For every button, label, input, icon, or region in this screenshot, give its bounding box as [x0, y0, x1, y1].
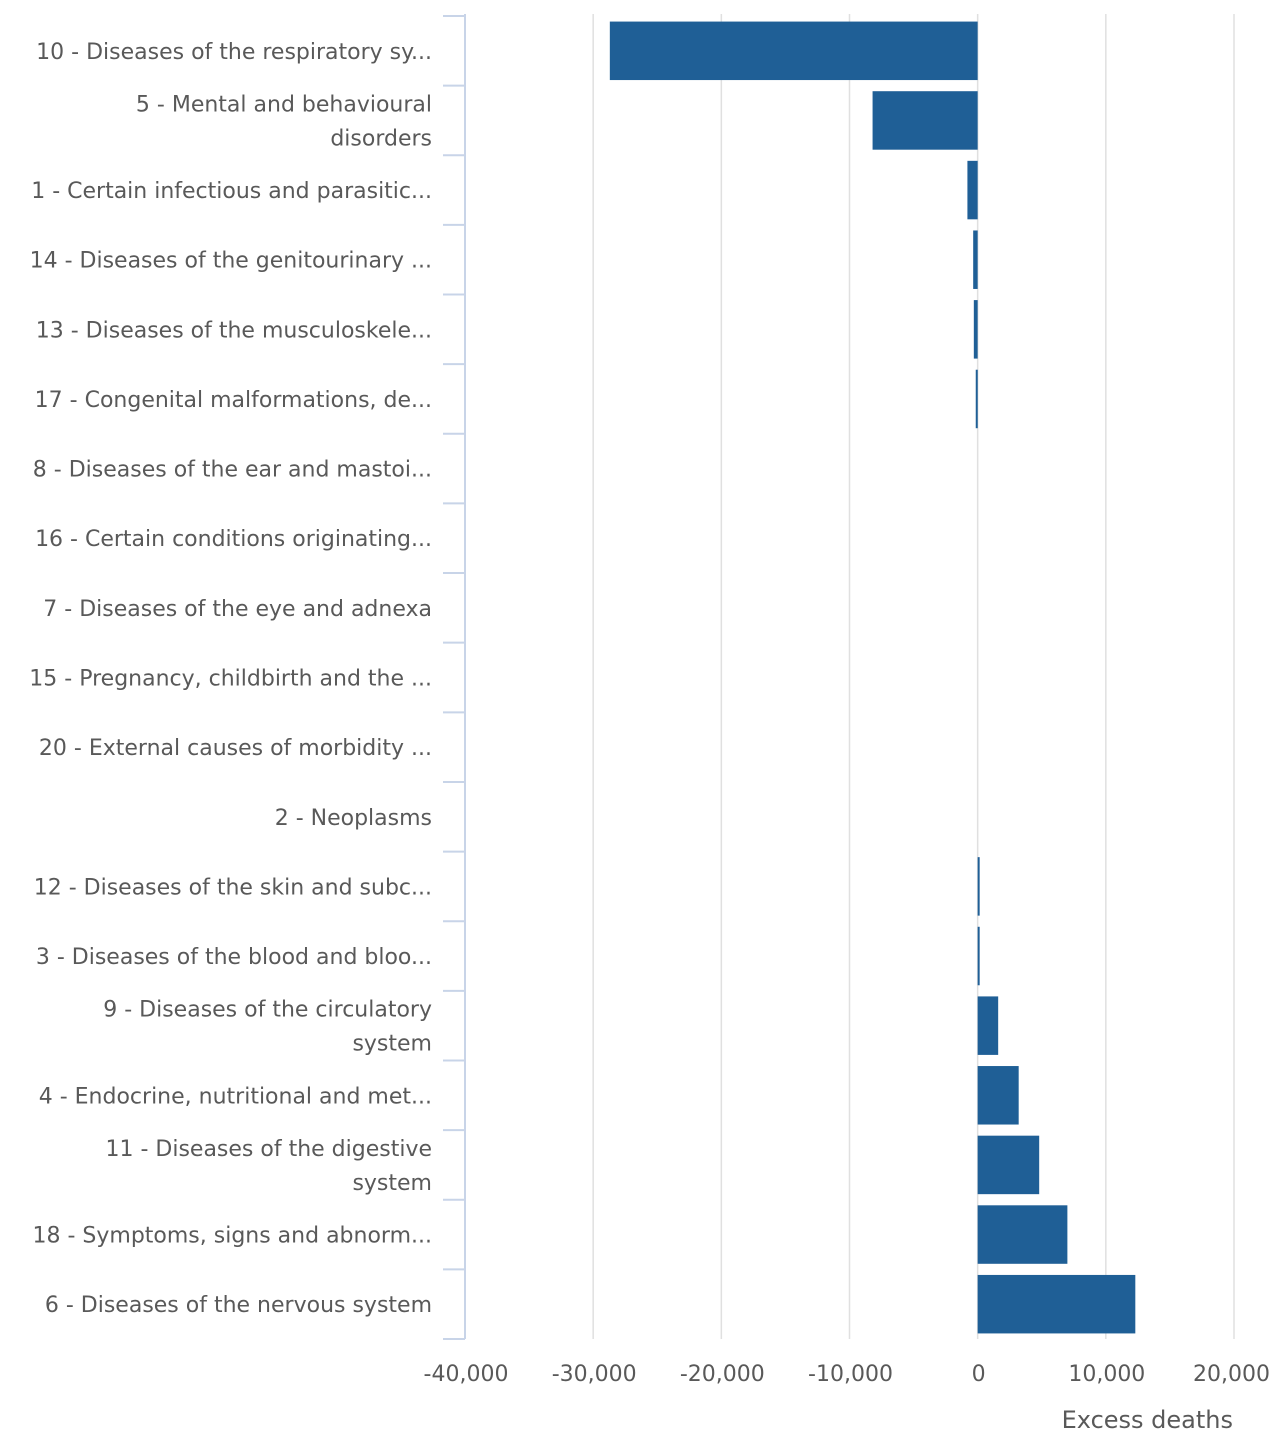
bar-1 — [872, 91, 978, 150]
x-tick-label-0: -40,000 — [424, 1362, 509, 1387]
bar-15 — [977, 1066, 1019, 1125]
x-tick-label-4: 0 — [972, 1362, 986, 1387]
y-axis — [443, 14, 466, 1340]
category-label-5-0: 17 - Congenital malformations, de... — [35, 388, 432, 413]
category-label-11-0: 2 - Neoplasms — [275, 806, 432, 831]
category-label-10-0: 20 - External causes of morbidity ... — [39, 736, 432, 761]
x-tick-label-5: 10,000 — [1068, 1362, 1145, 1387]
bar-4 — [973, 300, 978, 359]
category-label-16-0: 11 - Diseases of the digestive — [105, 1137, 432, 1162]
bar-18 — [977, 1274, 1136, 1334]
category-label-9-0: 15 - Pregnancy, childbirth and the ... — [29, 667, 432, 692]
x-tick-labels: -40,000 -30,000 -20,000 -10,000 0 10,000 20,00… — [424, 1362, 1270, 1387]
category-label-12-0: 12 - Diseases of the skin and subc... — [34, 875, 432, 900]
gridlines — [592, 14, 1235, 1339]
x-axis-title: Excess deaths — [1062, 1406, 1233, 1432]
bar-17 — [977, 1205, 1068, 1264]
category-label-16-1: system — [352, 1171, 432, 1196]
bar-14 — [977, 996, 999, 1055]
category-label-3-0: 14 - Diseases of the genitourinary ... — [30, 249, 432, 274]
bar-16 — [977, 1135, 1040, 1195]
category-label-15-0: 4 - Endocrine, nutritional and met... — [39, 1084, 432, 1109]
category-label-18-0: 6 - Diseases of the nervous system — [45, 1293, 432, 1318]
category-label-7-0: 16 - Certain conditions originating... — [35, 527, 432, 552]
bar-3 — [973, 230, 978, 289]
category-label-2-0: 1 - Certain infectious and parasitic... — [31, 179, 432, 204]
category-label-14-1: system — [352, 1032, 432, 1057]
category-label-8-0: 7 - Diseases of the eye and adnexa — [43, 597, 432, 622]
category-label-17-0: 18 - Symptoms, signs and abnorm... — [32, 1224, 432, 1249]
bar-5 — [975, 369, 978, 429]
bar-12 — [977, 857, 980, 916]
x-tick-label-2: -20,000 — [680, 1362, 765, 1387]
category-labels: 10 - Diseases of the respiratory sy... 5 … — [29, 40, 432, 1318]
x-tick-label-6: 20,000 — [1193, 1362, 1270, 1387]
bar-13 — [977, 926, 980, 986]
category-label-6-0: 8 - Diseases of the ear and mastoi... — [33, 458, 432, 483]
category-label-0-0: 10 - Diseases of the respiratory sy... — [36, 40, 432, 65]
bars — [609, 21, 1136, 1334]
category-label-14-0: 9 - Diseases of the circulatory — [103, 998, 432, 1023]
category-label-1-1: disorders — [330, 126, 432, 151]
x-tick-label-1: -30,000 — [552, 1362, 637, 1387]
category-label-1-0: 5 - Mental and behavioural — [136, 92, 432, 117]
category-label-4-0: 13 - Diseases of the musculoskele... — [36, 318, 432, 343]
bar-0 — [609, 21, 978, 81]
bar-2 — [967, 160, 978, 220]
x-tick-label-3: -10,000 — [808, 1362, 893, 1387]
category-label-13-0: 3 - Diseases of the blood and bloo... — [36, 945, 432, 970]
